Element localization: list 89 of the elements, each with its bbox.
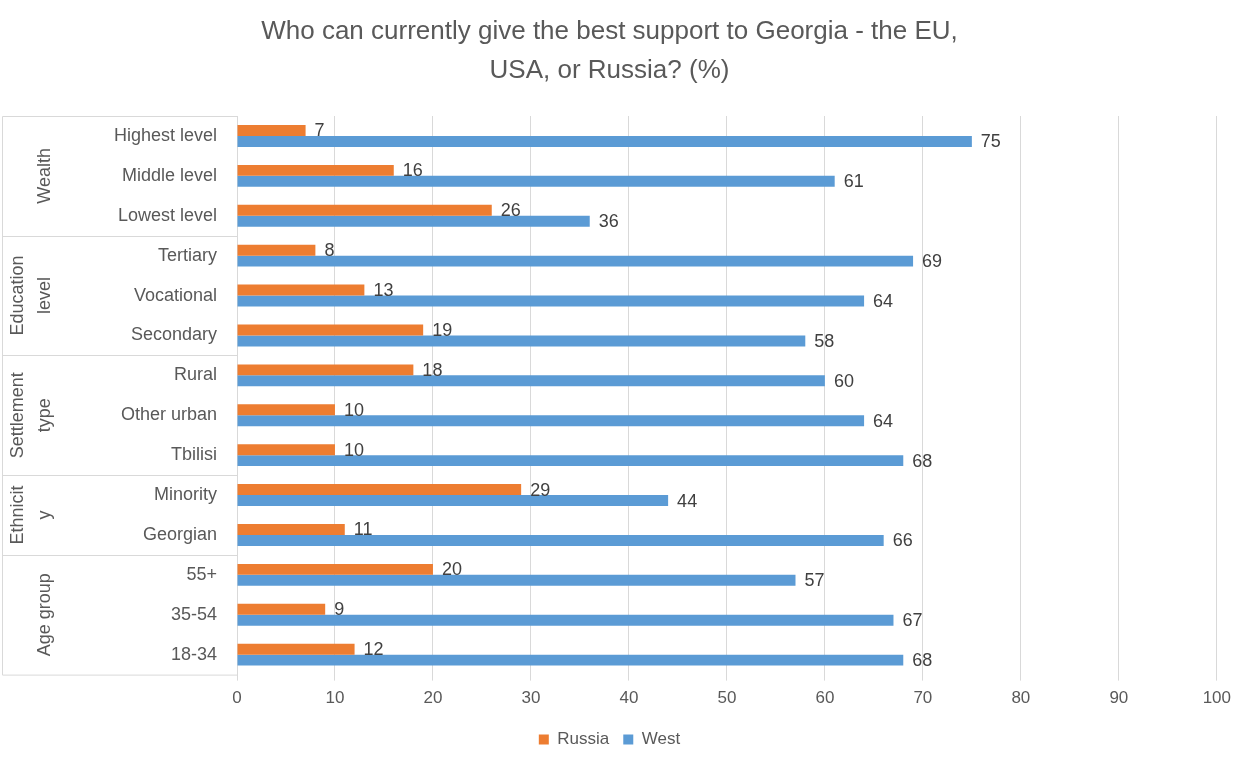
bar — [237, 523, 345, 535]
y-tick-label: Minority — [153, 484, 217, 505]
data-label: 13 — [373, 280, 394, 301]
bar — [237, 415, 865, 427]
x-tick-label: 50 — [717, 688, 737, 708]
bar — [237, 244, 316, 256]
data-label: 10 — [343, 399, 365, 420]
x-tick-label: 0 — [232, 688, 242, 708]
y-tick-label: 18-34 — [170, 643, 217, 664]
bar — [237, 255, 914, 267]
bar — [237, 404, 335, 416]
bar — [237, 534, 884, 546]
bar — [237, 614, 894, 626]
bar — [237, 563, 433, 575]
y-tick-label: 55+ — [186, 563, 217, 584]
data-label: 8 — [324, 240, 335, 261]
data-label: 19 — [432, 319, 453, 340]
data-label: 36 — [598, 211, 619, 232]
bar — [237, 654, 904, 666]
y-tick-label: Rural — [173, 364, 217, 385]
data-label: 44 — [677, 490, 698, 511]
data-label: 58 — [814, 330, 835, 351]
y-tick-label: 35-54 — [170, 603, 217, 624]
data-label: 68 — [912, 650, 933, 671]
data-label: 67 — [902, 610, 923, 631]
bar — [237, 284, 365, 296]
text: Ethnicity — [6, 485, 54, 545]
bar — [237, 603, 326, 615]
bar — [237, 495, 669, 507]
y-tick-label: Lowest level — [117, 204, 217, 225]
data-label: 64 — [873, 291, 894, 312]
x-tick-label: 100 — [1202, 688, 1232, 708]
text: Wealth — [33, 148, 54, 204]
x-tick-label: 40 — [619, 688, 639, 708]
data-label: 57 — [804, 570, 825, 591]
x-tick-label: 90 — [1109, 688, 1129, 708]
bar — [237, 124, 306, 136]
text: Age group — [33, 573, 54, 657]
x-tick-label: 80 — [1011, 688, 1031, 708]
data-label: 66 — [892, 530, 913, 551]
bar — [237, 164, 394, 176]
bar — [237, 324, 424, 336]
data-label: 64 — [873, 410, 894, 431]
legend-label: Russia — [557, 729, 610, 749]
bar — [237, 484, 522, 496]
bar — [237, 574, 796, 586]
bar — [237, 135, 972, 147]
data-label: 11 — [353, 519, 373, 540]
bar — [237, 295, 865, 307]
data-label: 12 — [363, 639, 384, 660]
text: Settlement type — [6, 372, 54, 459]
data-label: 16 — [402, 160, 423, 181]
y-tick-label: Secondary — [130, 324, 217, 345]
y-tick-label: Other urban — [120, 404, 217, 425]
bar — [237, 643, 355, 655]
data-label: 10 — [343, 439, 365, 460]
bar — [237, 215, 590, 227]
data-label: 69 — [922, 251, 943, 272]
y-tick-label: Georgian — [142, 523, 217, 544]
bar — [237, 375, 825, 387]
bar — [237, 335, 806, 347]
data-label: 20 — [441, 559, 462, 580]
data-label: 18 — [422, 359, 443, 380]
bar — [237, 364, 414, 376]
y-tick-label: Tbilisi — [170, 444, 217, 465]
x-tick-label: 30 — [521, 688, 541, 708]
data-label: 29 — [530, 479, 551, 500]
bar — [237, 444, 335, 456]
y-tick-label: Tertiary — [157, 244, 217, 265]
chart-title: Who can currently give the best support to Georgia - the EU, USA, or Russia? (%) — [261, 14, 958, 84]
x-tick-label: 60 — [815, 688, 835, 708]
data-label: 68 — [912, 450, 933, 471]
text: Education level — [6, 255, 54, 336]
bar — [237, 204, 492, 216]
y-tick-label: Vocational — [133, 284, 217, 305]
data-label: 61 — [843, 171, 864, 192]
data-label: 75 — [980, 131, 1001, 152]
data-label: 26 — [500, 200, 521, 221]
y-tick-label: Middle level — [121, 164, 217, 185]
legend-label: West — [641, 729, 681, 749]
x-tick-label: 70 — [913, 688, 933, 708]
data-label: 9 — [334, 599, 345, 620]
x-tick-label: 10 — [325, 688, 345, 708]
bar — [237, 455, 904, 467]
bar — [237, 175, 835, 187]
data-label: 60 — [833, 370, 854, 391]
data-label: 7 — [314, 120, 325, 141]
x-tick-label: 20 — [423, 688, 443, 708]
y-tick-label: Highest level — [113, 124, 217, 145]
